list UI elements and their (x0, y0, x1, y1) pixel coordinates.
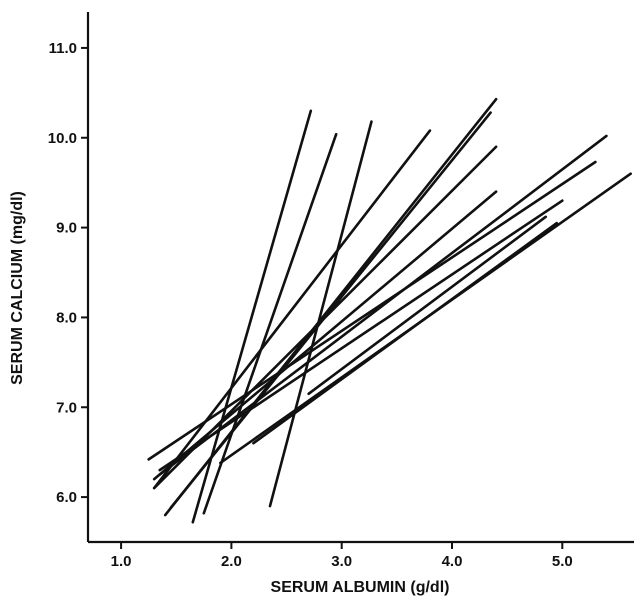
y-tick-label: 6.0 (56, 489, 77, 506)
series-line (307, 215, 548, 396)
x-tick-label: 4.0 (442, 553, 463, 570)
series-lines (147, 97, 632, 524)
x-tick-label: 2.0 (221, 553, 242, 570)
x-ticks: 1.0 2.0 3.0 4.0 5.0 (111, 542, 573, 570)
series-line (152, 129, 432, 490)
x-axis-title: SERUM ALBUMIN (g/dl) (271, 579, 450, 596)
series-line (158, 199, 564, 472)
x-tick-label: 3.0 (331, 553, 352, 570)
x-tick-label: 1.0 (111, 553, 132, 570)
y-tick-label: 9.0 (56, 220, 77, 237)
y-ticks: 6.0 7.0 8.0 9.0 10.0 11.0 (48, 40, 88, 506)
series-line (202, 132, 338, 515)
x-tick-label: 5.0 (552, 553, 573, 570)
y-tick-label: 7.0 (56, 399, 77, 416)
series-line (158, 134, 608, 476)
series-line (252, 221, 559, 445)
axes (86, 12, 634, 544)
series-line (268, 120, 373, 508)
y-axis-title: SERUM CALCIUM (mg/dl) (9, 191, 26, 385)
series-line (147, 160, 597, 461)
y-tick-label: 11.0 (49, 40, 77, 57)
y-tick-label: 8.0 (56, 309, 77, 326)
y-tick-label: 10.0 (48, 130, 77, 147)
series-line (152, 190, 498, 481)
